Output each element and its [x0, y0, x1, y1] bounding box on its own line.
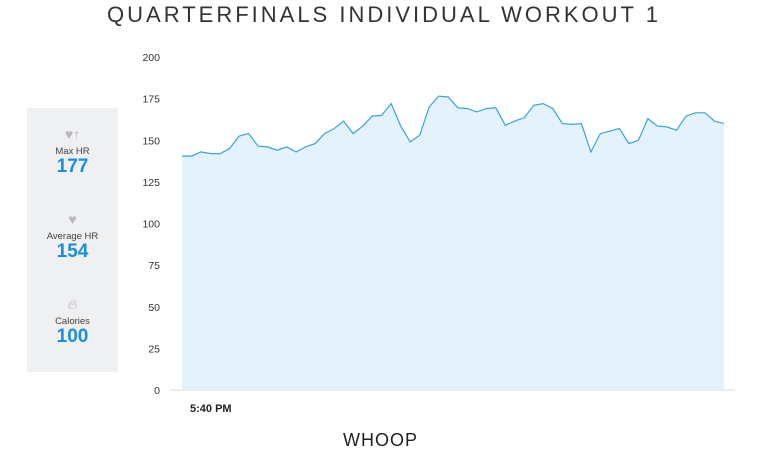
y-tick-label: 175 — [142, 94, 160, 106]
stat-value: 100 — [56, 326, 89, 347]
stats-panel: ♥↑ Max HR 177 ♥ Average HR 154 🔥︎ Calori… — [27, 108, 118, 372]
stat-value: 154 — [56, 241, 89, 262]
flame-icon: 🔥︎ — [67, 296, 78, 312]
heart-icon: ♥ — [68, 211, 77, 227]
heart-rate-line — [182, 95, 725, 157]
y-tick-label: 75 — [148, 260, 160, 272]
stat-calories: 🔥︎ Calories 100 — [27, 296, 118, 347]
y-tick-label: 200 — [142, 52, 160, 64]
y-tick-label: 100 — [142, 219, 160, 231]
stat-average-hr: ♥ Average HR 154 — [27, 211, 118, 262]
area-fill — [182, 96, 724, 390]
stat-label: Calories — [55, 316, 90, 327]
stat-value: 177 — [56, 156, 89, 177]
chart-title: QUARTERFINALS INDIVIDUAL WORKOUT 1 — [107, 2, 661, 27]
y-tick-label: 50 — [148, 302, 160, 314]
whoop-logo: WHOOP — [343, 430, 418, 450]
stat-max-hr: ♥↑ Max HR 177 — [27, 126, 118, 177]
y-tick-label: 125 — [142, 177, 160, 189]
y-tick-label: 25 — [148, 343, 160, 355]
y-tick-label: 0 — [154, 385, 160, 397]
x-tick-label: 5:40 PM — [190, 403, 232, 415]
y-tick-label: 150 — [142, 135, 160, 147]
heart-up-icon: ♥↑ — [64, 126, 81, 142]
stat-label: Max HR — [55, 146, 90, 157]
stat-label: Average HR — [46, 231, 99, 242]
